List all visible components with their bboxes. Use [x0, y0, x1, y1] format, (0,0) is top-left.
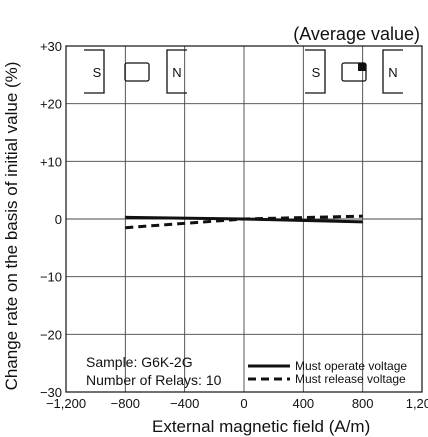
x-tick-label: −400 [170, 396, 199, 411]
tick-labels: −1,200 −800 −400 0 400 800 1,200 +30 +20 +10 0 −10 −… [40, 39, 428, 411]
y-tick-label: 0 [55, 212, 62, 227]
magnet-left-s-pole [84, 49, 105, 94]
average-value-note: (Average value) [293, 24, 420, 44]
y-tick-label: +10 [40, 154, 62, 169]
magnet-right-n-pole [382, 49, 403, 94]
legend-label-release: Must release voltage [295, 372, 406, 386]
sample-label: Sample: G6K-2G [86, 354, 193, 370]
magnet-left-s-label: S [93, 65, 102, 80]
magnet-left-relay-icon [124, 62, 150, 82]
y-tick-label: +20 [40, 97, 62, 112]
plot-frame [65, 45, 423, 393]
magnet-diagram-left: S N [84, 49, 187, 94]
relay-count-label: Number of Relays: 10 [86, 372, 222, 388]
x-tick-label: −800 [111, 396, 140, 411]
magnet-right-s-pole [305, 49, 326, 94]
x-tick-label: 400 [292, 396, 314, 411]
legend: Must operate voltage Must release voltag… [248, 359, 407, 386]
magnet-right-relay-icon [341, 62, 367, 82]
legend-label-operate: Must operate voltage [295, 359, 407, 373]
x-tick-label: 800 [352, 396, 374, 411]
y-tick-label: −20 [40, 327, 62, 342]
magnet-diagram-right: S N [305, 49, 403, 94]
y-tick-label: −30 [40, 385, 62, 400]
magnet-right-s-label: S [312, 65, 321, 80]
x-axis-title: External magnetic field (A/m) [152, 417, 370, 436]
series-line-must-release [125, 214, 363, 230]
magnet-left-n-label: N [172, 65, 181, 80]
x-tick-label: 1,200 [406, 396, 428, 411]
magnet-left-n-pole [166, 49, 187, 94]
x-tick-label: −1,200 [46, 396, 86, 411]
x-tick-label: 0 [240, 396, 247, 411]
y-tick-label: +30 [40, 39, 62, 54]
magnet-right-n-label: N [388, 65, 397, 80]
magnet-right-relay-mark [358, 63, 366, 71]
y-axis-title: Change rate on the basis of initial valu… [2, 62, 21, 391]
series-group [125, 214, 363, 230]
grid [66, 46, 422, 392]
y-tick-label: −10 [40, 270, 62, 285]
